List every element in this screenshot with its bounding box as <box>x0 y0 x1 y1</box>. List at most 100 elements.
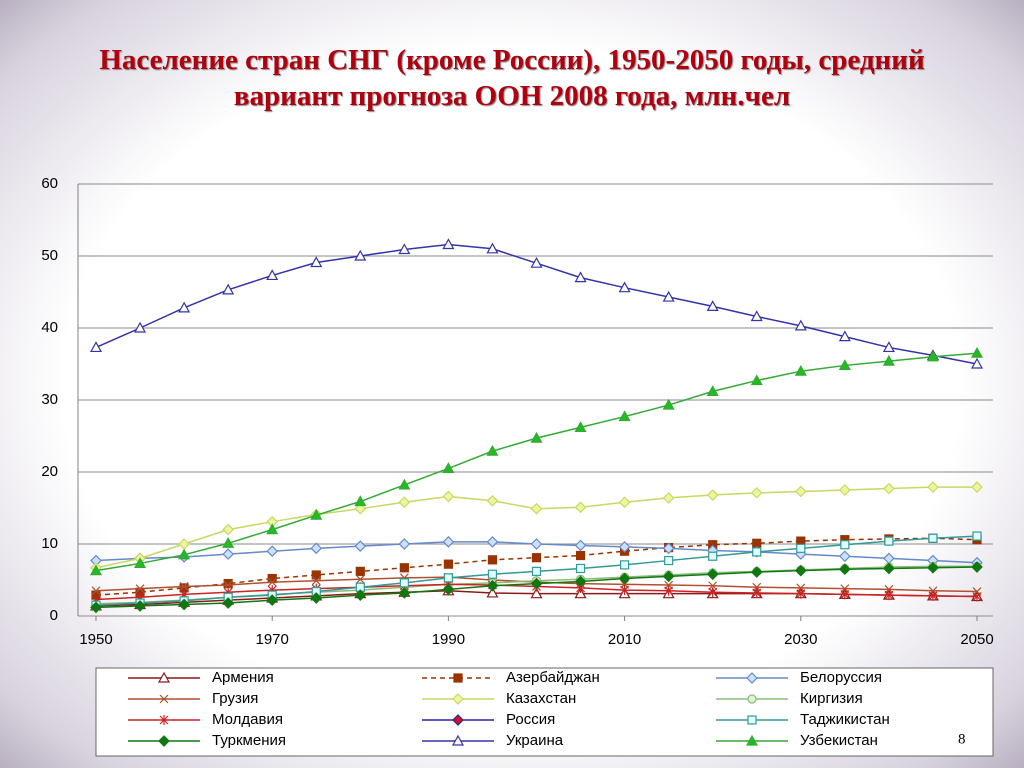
marker <box>266 523 279 535</box>
marker <box>159 694 169 704</box>
marker <box>928 533 938 543</box>
marker <box>398 243 411 255</box>
marker <box>840 589 850 600</box>
marker <box>839 484 851 496</box>
marker <box>310 592 323 604</box>
marker <box>794 564 807 577</box>
marker <box>530 538 543 550</box>
marker <box>398 538 411 550</box>
marker <box>267 577 277 587</box>
marker <box>266 269 279 281</box>
marker <box>354 540 367 553</box>
marker <box>662 542 675 555</box>
marker <box>574 575 587 588</box>
marker <box>487 555 498 565</box>
marker <box>972 591 982 602</box>
marker <box>443 573 453 583</box>
legend-label: Таджикистан <box>800 711 890 728</box>
marker <box>618 281 631 293</box>
chart-title: Население стран СНГ (кроме России), 1950… <box>99 44 925 112</box>
marker <box>840 540 850 550</box>
marker <box>750 487 763 499</box>
marker <box>310 256 323 268</box>
marker <box>574 421 587 432</box>
marker <box>706 489 719 501</box>
marker <box>354 249 367 261</box>
marker <box>530 587 543 599</box>
y-tick-label: 20 <box>41 463 58 480</box>
marker <box>222 548 234 560</box>
marker <box>883 562 895 575</box>
marker <box>531 566 542 576</box>
marker <box>354 502 367 515</box>
marker <box>134 557 147 569</box>
marker <box>706 385 719 396</box>
marker <box>927 481 939 493</box>
marker <box>398 587 411 599</box>
marker <box>530 431 543 443</box>
marker <box>223 580 233 590</box>
marker <box>882 354 895 366</box>
marker <box>354 589 367 601</box>
marker <box>452 714 464 726</box>
marker <box>179 582 189 591</box>
x-tick-label: 1990 <box>432 631 465 648</box>
marker <box>796 588 806 599</box>
marker <box>794 364 807 376</box>
marker <box>706 300 719 311</box>
marker <box>747 715 757 725</box>
page-number: 8 <box>958 731 966 747</box>
marker <box>486 494 499 507</box>
y-tick-label: 10 <box>41 535 58 552</box>
marker <box>884 590 894 601</box>
legend-label: Молдавия <box>212 711 283 728</box>
x-tick-label: 2050 <box>960 631 993 648</box>
marker <box>443 559 453 569</box>
marker <box>574 271 587 283</box>
marker <box>223 578 233 589</box>
marker <box>838 359 851 371</box>
legend-label: Казахстан <box>506 690 576 707</box>
marker <box>530 502 543 515</box>
legend-label: Армения <box>212 669 274 686</box>
marker <box>746 672 758 684</box>
legend-box <box>95 667 994 757</box>
marker <box>178 548 191 560</box>
marker <box>882 341 895 353</box>
marker <box>575 563 586 574</box>
x-tick-label: 1970 <box>256 631 289 648</box>
y-tick-label: 0 <box>50 607 58 624</box>
marker <box>453 673 463 683</box>
y-tick-label: 40 <box>41 319 58 336</box>
marker <box>355 566 365 576</box>
marker <box>708 551 718 561</box>
marker <box>442 462 455 473</box>
marker <box>452 693 464 705</box>
marker <box>530 577 543 590</box>
marker <box>354 495 367 507</box>
marker <box>750 566 763 578</box>
marker <box>222 597 234 609</box>
marker <box>970 357 984 369</box>
marker <box>972 531 982 541</box>
marker <box>926 350 939 362</box>
marker <box>618 541 631 553</box>
marker <box>747 694 757 704</box>
marker <box>451 734 465 746</box>
marker <box>662 570 675 583</box>
marker <box>531 553 542 563</box>
marker <box>928 590 938 601</box>
marker <box>619 560 630 570</box>
marker <box>178 598 190 611</box>
marker <box>134 600 146 612</box>
marker <box>91 586 101 596</box>
marker <box>486 579 499 592</box>
legend-label: Белоруссия <box>800 669 882 686</box>
marker <box>157 671 171 683</box>
marker <box>752 587 762 598</box>
x-tick-label: 1950 <box>79 631 112 648</box>
marker <box>266 545 279 558</box>
marker <box>486 242 499 254</box>
y-tick-label: 50 <box>41 247 58 264</box>
